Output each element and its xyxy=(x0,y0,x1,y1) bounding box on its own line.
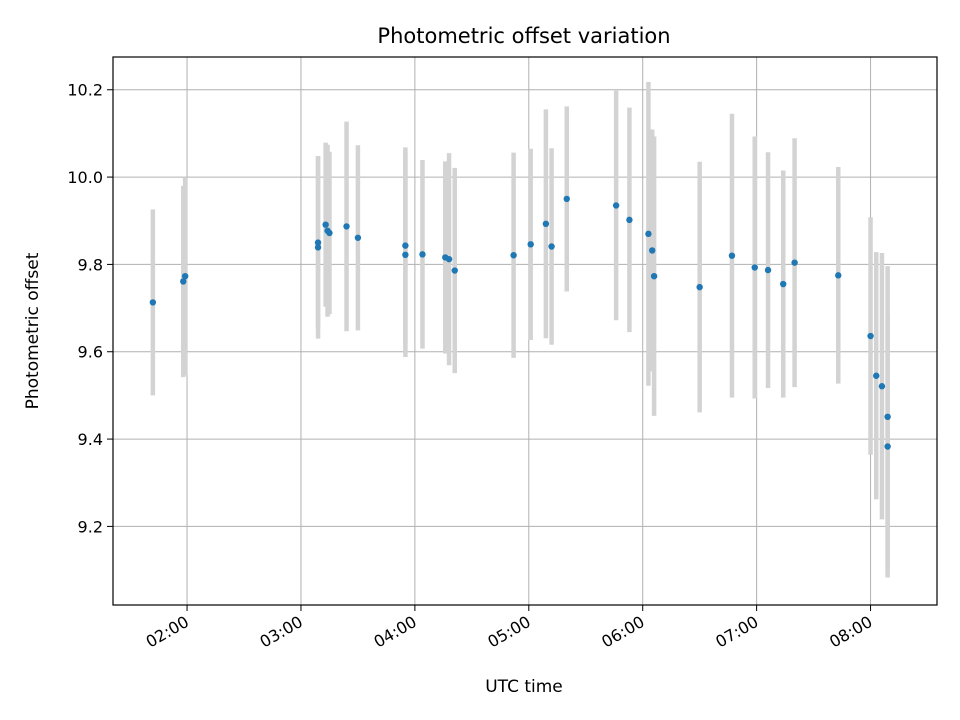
data-point xyxy=(780,280,787,288)
plot-frame xyxy=(112,56,938,606)
data-point xyxy=(343,223,350,230)
data-point xyxy=(873,372,880,379)
data-point xyxy=(612,202,620,209)
y-axis-label: Photometric offset xyxy=(23,252,43,409)
chart-title: Photometric offset variation xyxy=(377,24,670,48)
y-tick-label: 10.2 xyxy=(67,81,103,100)
data-point xyxy=(728,252,736,259)
data-point xyxy=(149,299,157,306)
data-point xyxy=(878,383,886,390)
data-point xyxy=(527,241,534,248)
data-point xyxy=(884,413,891,421)
data-point xyxy=(419,251,426,258)
y-tick-label: 9.8 xyxy=(78,255,103,274)
y-tick-label: 9.6 xyxy=(78,343,103,362)
data-point xyxy=(696,283,703,291)
y-tick-label: 9.4 xyxy=(78,430,103,449)
data-point xyxy=(649,247,656,254)
data-point xyxy=(180,278,187,285)
data-point xyxy=(402,251,409,259)
data-point xyxy=(354,234,362,241)
data-point xyxy=(445,255,453,263)
y-tick-label: 10.0 xyxy=(67,168,103,187)
y-tick-label: 9.2 xyxy=(78,517,103,536)
data-point xyxy=(402,242,409,249)
data-point xyxy=(326,229,333,237)
data-point xyxy=(764,266,772,274)
data-point xyxy=(791,259,798,266)
data-point xyxy=(563,195,570,203)
data-point xyxy=(314,239,322,246)
data-point xyxy=(451,267,458,274)
data-point xyxy=(626,216,633,224)
x-axis-label: UTC time xyxy=(485,677,563,697)
data-point xyxy=(884,443,891,450)
data-points xyxy=(149,195,891,450)
data-point xyxy=(835,272,842,279)
data-point xyxy=(867,332,874,340)
data-point xyxy=(542,220,550,228)
y-axis-ticks: 9.2 9.4 9.6 9.8 10.0 10.2 xyxy=(67,81,113,536)
data-point xyxy=(322,221,329,228)
data-point xyxy=(181,273,189,280)
data-point xyxy=(510,252,517,259)
data-point xyxy=(314,244,322,251)
data-point xyxy=(548,243,555,250)
data-point xyxy=(645,230,652,238)
data-point xyxy=(650,273,658,280)
data-point xyxy=(751,264,758,271)
